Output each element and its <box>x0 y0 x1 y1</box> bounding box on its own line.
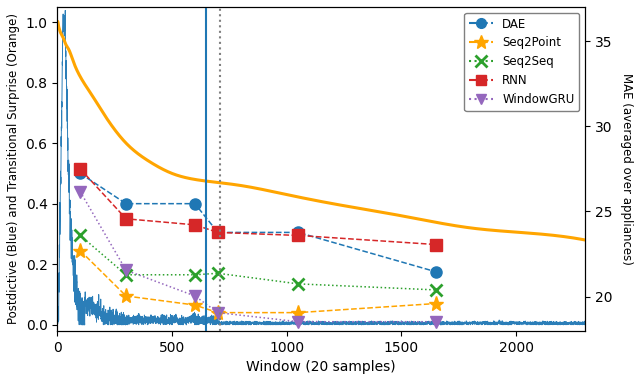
DAE <box>76 171 84 176</box>
Seq2Point <box>294 311 302 315</box>
Y-axis label: MAE (averaged over appliances): MAE (averaged over appliances) <box>620 73 633 265</box>
RNN <box>432 242 440 247</box>
Seq2Seq <box>294 282 302 286</box>
DAE <box>122 202 130 206</box>
Line: WindowGRU: WindowGRU <box>75 186 442 327</box>
DAE <box>432 269 440 274</box>
Line: Seq2Seq: Seq2Seq <box>74 229 442 296</box>
WindowGRU <box>122 268 130 272</box>
Line: RNN: RNN <box>75 163 442 250</box>
Seq2Point <box>191 303 199 307</box>
Seq2Point <box>432 301 440 306</box>
Seq2Seq <box>76 233 84 238</box>
WindowGRU <box>214 311 221 315</box>
Line: DAE: DAE <box>75 168 442 277</box>
RNN <box>191 223 199 227</box>
RNN <box>122 216 130 221</box>
Seq2Seq <box>191 272 199 277</box>
Seq2Seq <box>214 271 221 275</box>
Seq2Point <box>122 294 130 298</box>
DAE <box>214 230 221 235</box>
RNN <box>294 233 302 238</box>
Seq2Seq <box>432 288 440 292</box>
RNN <box>76 166 84 171</box>
DAE <box>294 230 302 235</box>
X-axis label: Window (20 samples): Window (20 samples) <box>246 360 396 374</box>
RNN <box>214 230 221 235</box>
Seq2Point <box>214 311 221 315</box>
WindowGRU <box>294 319 302 324</box>
DAE <box>191 202 199 206</box>
WindowGRU <box>432 319 440 324</box>
WindowGRU <box>191 294 199 298</box>
Legend: DAE, Seq2Point, Seq2Seq, RNN, WindowGRU: DAE, Seq2Point, Seq2Seq, RNN, WindowGRU <box>465 13 579 111</box>
Line: Seq2Point: Seq2Point <box>72 243 444 320</box>
Y-axis label: Postdictive (Blue) and Transitional Surprise (Orange): Postdictive (Blue) and Transitional Surp… <box>7 13 20 324</box>
Seq2Point <box>76 248 84 253</box>
Seq2Seq <box>122 272 130 277</box>
WindowGRU <box>76 189 84 194</box>
